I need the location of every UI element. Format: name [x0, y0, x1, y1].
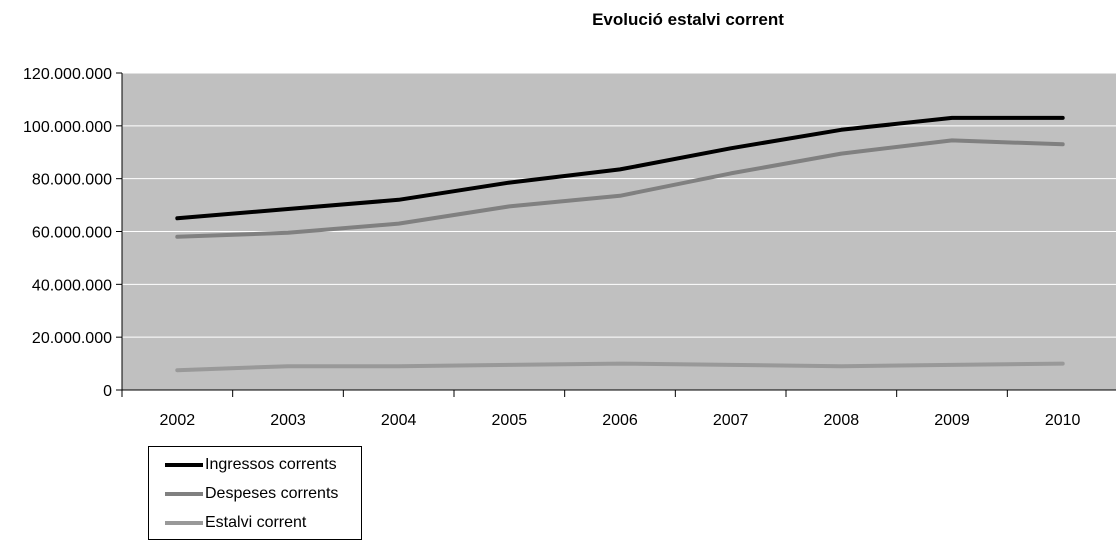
x-tick-label: 2002	[160, 412, 196, 429]
legend-swatch-estalvi	[165, 520, 203, 525]
legend-item-despeses: Despeses corrents	[149, 479, 361, 508]
y-tick-label: 120.000.000	[23, 66, 112, 83]
x-tick-label: 2009	[934, 412, 970, 429]
series-line-estalvi-corrent	[175, 361, 1065, 373]
y-tick-label: 0	[103, 383, 112, 400]
y-tick-label: 40.000.000	[32, 277, 112, 294]
x-tick-label: 2006	[602, 412, 638, 429]
legend-label-estalvi: Estalvi corrent	[205, 513, 307, 531]
x-tick-label: 2010	[1045, 412, 1081, 429]
legend-item-ingressos: Ingressos corrents	[149, 450, 361, 479]
legend-swatch-despeses	[165, 491, 203, 496]
legend-label-despeses: Despeses corrents	[205, 484, 339, 502]
chart-title: Evolució estalvi corrent	[592, 10, 784, 29]
series-line-despeses-corrents	[175, 138, 1065, 239]
series-line-ingressos-corrents	[175, 115, 1065, 221]
x-tick-label: 2007	[713, 412, 749, 429]
y-tick-label: 80.000.000	[32, 172, 112, 189]
legend-label-ingressos: Ingressos corrents	[205, 455, 337, 473]
x-tick-label: 2004	[381, 412, 417, 429]
y-tick-label: 100.000.000	[23, 119, 112, 136]
legend-item-estalvi: Estalvi corrent	[149, 508, 361, 537]
y-tick-label: 20.000.000	[32, 330, 112, 347]
chart-legend: Ingressos corrents Despeses corrents Est…	[148, 446, 362, 540]
y-tick-label: 60.000.000	[32, 225, 112, 242]
x-tick-label: 2005	[492, 412, 528, 429]
x-tick-label: 2003	[270, 412, 306, 429]
x-tick-label: 2008	[824, 412, 860, 429]
legend-swatch-ingressos	[165, 462, 203, 467]
